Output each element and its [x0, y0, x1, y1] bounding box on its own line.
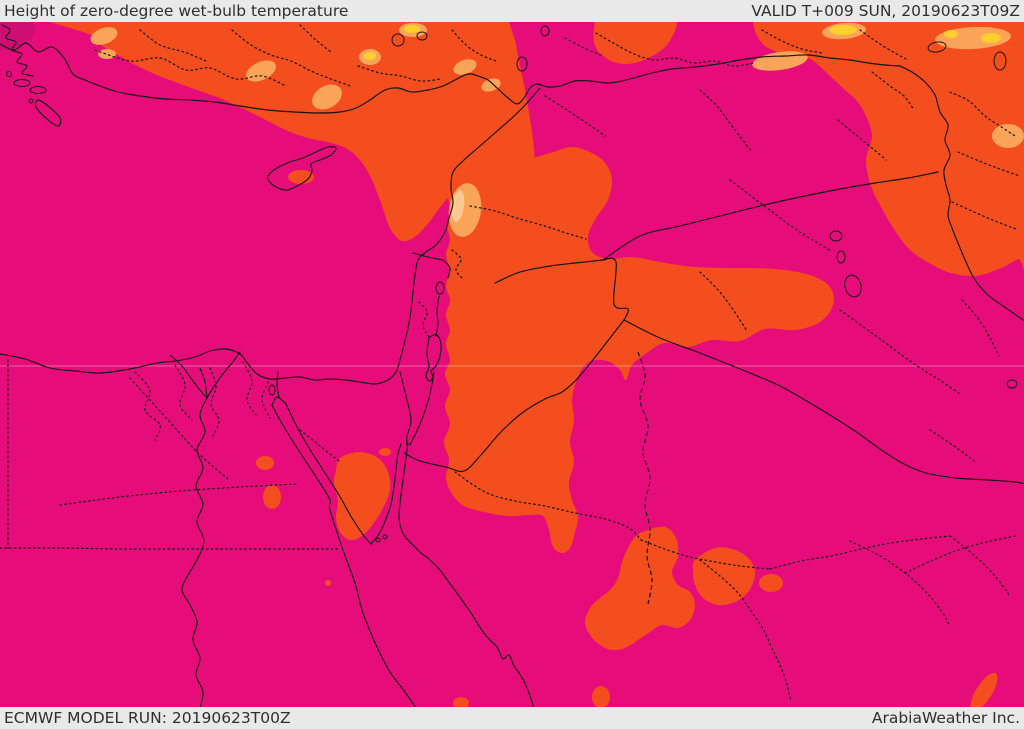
brand-label: ArabiaWeather Inc.	[871, 709, 1020, 727]
forecast-map	[0, 22, 1024, 707]
admin-boundaries-dotted	[0, 24, 1021, 703]
map-title: Height of zero-degree wet-bulb temperatu…	[4, 2, 349, 20]
model-run-label: ECMWF MODEL RUN: 20190623T00Z	[4, 709, 291, 727]
admin-boundary-dashed	[637, 351, 653, 605]
contour-fill-dark-magenta	[0, 22, 36, 51]
lakes-and-islands	[6, 25, 1018, 543]
contour-fill-orange	[49, 22, 1024, 707]
footer-bar: ECMWF MODEL RUN: 20190623T00Z ArabiaWeat…	[0, 707, 1024, 729]
contour-fill-light-peach	[451, 190, 465, 222]
coastlines-and-borders	[0, 24, 1024, 707]
contour-fill-yellow	[364, 25, 1001, 60]
valid-time-label: VALID T+009 SUN, 20190623T09Z	[751, 2, 1020, 20]
header-bar: Height of zero-degree wet-bulb temperatu…	[0, 0, 1024, 22]
